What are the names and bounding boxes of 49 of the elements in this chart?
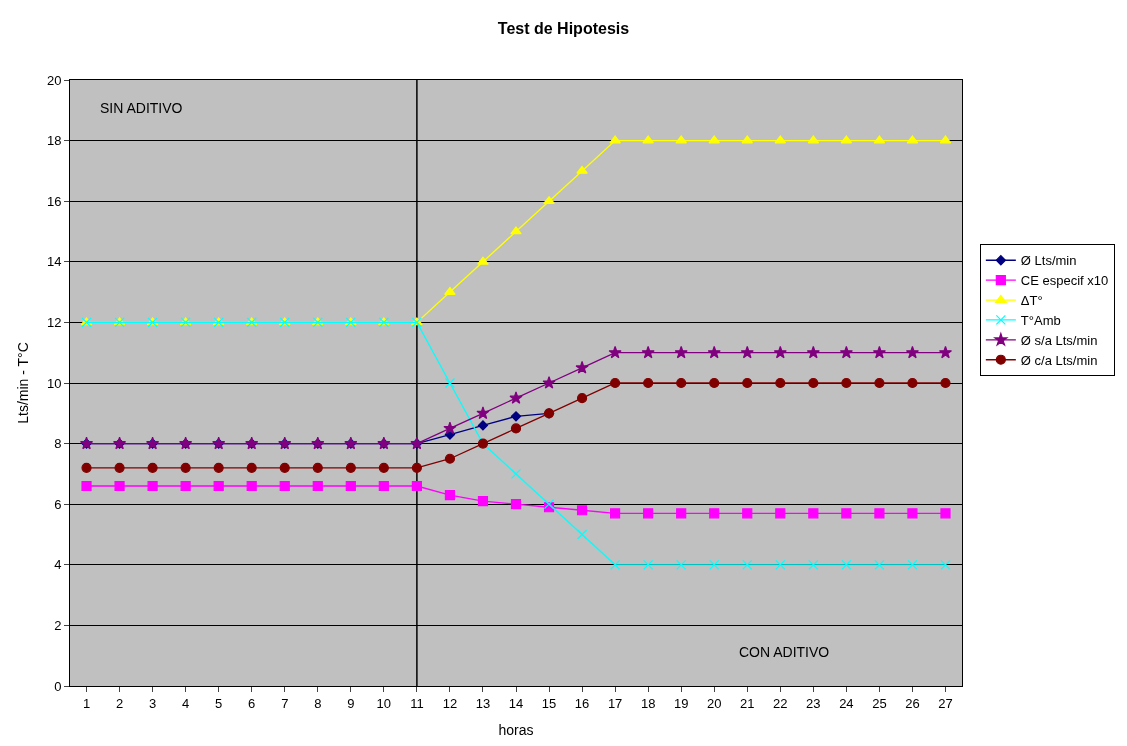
y-tick-label: 8 <box>54 436 62 452</box>
x-tick-label: 9 <box>347 695 355 711</box>
y-tick-label: 20 <box>46 72 62 88</box>
x-tick-label: 8 <box>314 695 322 711</box>
x-tick-label: 15 <box>541 695 557 711</box>
x-tick-label: 7 <box>281 695 289 711</box>
x-tick-label: 22 <box>773 695 788 711</box>
x-tick-label: 1 <box>82 695 91 711</box>
y-tick-label: 2 <box>54 617 62 633</box>
x-tick-label: 23 <box>806 695 821 711</box>
x-tick-label: 26 <box>905 695 920 711</box>
x-axis-title: horas <box>498 721 534 738</box>
y-tick-label: 14 <box>46 254 62 270</box>
x-tick-label: 12 <box>442 695 458 711</box>
x-tick-label: 2 <box>115 695 124 711</box>
x-tick-label: 18 <box>640 695 656 711</box>
y-tick-label: 4 <box>54 557 62 573</box>
x-tick-label: 3 <box>148 695 157 711</box>
legend-label: Ø s/a Lts/min <box>1020 332 1098 348</box>
x-tick-label: 21 <box>740 695 755 711</box>
y-tick-label: 18 <box>46 133 62 149</box>
x-tick-label: 24 <box>839 695 854 711</box>
y-tick-label: 12 <box>46 314 62 330</box>
legend-label: Ø c/a Lts/min <box>1020 352 1098 368</box>
x-tick-label: 5 <box>215 695 223 711</box>
x-tick-label: 27 <box>938 695 953 711</box>
x-tick-label: 16 <box>574 695 590 711</box>
legend-label: T°Amb <box>1020 313 1061 328</box>
y-tick-label: 10 <box>46 375 62 391</box>
x-tick-label: 17 <box>607 695 623 711</box>
x-tick-label: 13 <box>475 695 491 711</box>
x-tick-label: 20 <box>706 695 722 711</box>
x-tick-label: 4 <box>182 695 190 711</box>
x-tick-label: 14 <box>508 695 524 711</box>
annotation: SIN ADITIVO <box>100 100 183 116</box>
legend-label: Ø Lts/min <box>1020 253 1077 269</box>
x-tick-label: 10 <box>376 695 392 711</box>
y-tick-label: 16 <box>46 193 62 209</box>
legend-label: CE especif x10 <box>1020 273 1109 289</box>
y-axis-title: Lts/min - T°C <box>14 342 31 424</box>
legend-label: ΔT° <box>1020 293 1043 309</box>
x-tick-label: 25 <box>872 695 887 711</box>
y-tick-label: 6 <box>54 496 62 512</box>
x-tick-label: 6 <box>248 695 256 711</box>
y-tick-label: 0 <box>54 678 62 694</box>
x-tick-label: 11 <box>410 695 424 711</box>
x-tick-label: 19 <box>673 695 689 711</box>
chart-title: Test de Hipotesis <box>497 19 630 37</box>
annotation: CON ADITIVO <box>739 644 830 660</box>
